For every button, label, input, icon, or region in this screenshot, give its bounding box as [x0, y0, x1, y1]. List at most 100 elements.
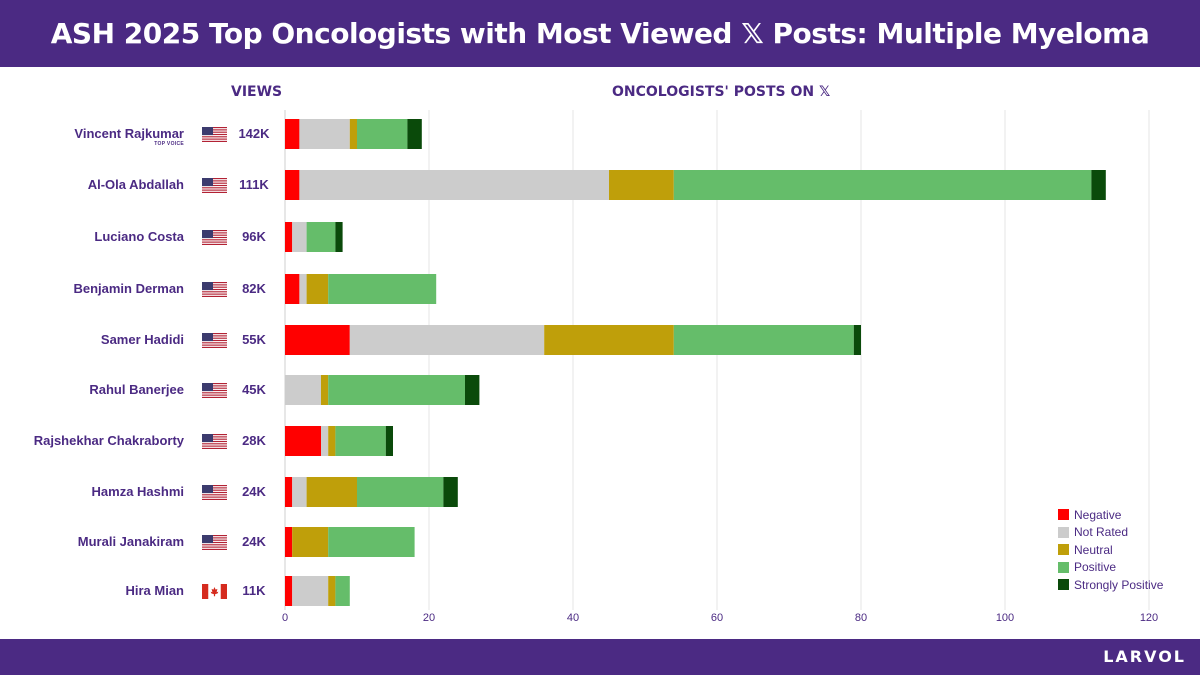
legend-item: Strongly Positive — [1058, 576, 1163, 594]
x-tick-label: 120 — [1140, 612, 1158, 624]
bar-segment-negative — [285, 222, 293, 252]
bar-segment-neutral — [544, 325, 674, 355]
bar-segment-neutral — [306, 477, 357, 507]
bar-segment-positive — [673, 325, 854, 355]
canada-flag-icon — [202, 584, 227, 599]
legend-swatch — [1058, 526, 1069, 538]
bar-segment-strongly-positive — [407, 119, 422, 149]
oncologist-name: Hira Mian — [125, 583, 184, 598]
views-count: 55K — [242, 332, 266, 347]
bar-segment-neutral — [328, 576, 336, 606]
views-column-header: VIEWS — [231, 84, 283, 100]
oncologist-row: Al-Ola Abdallah 111K — [0, 175, 280, 195]
bar-segment-positive — [673, 170, 1092, 200]
top-voice-badge: TOP VOICE — [154, 141, 184, 147]
bar-segment-negative — [285, 119, 300, 149]
bar-segment-strongly-positive — [385, 426, 393, 456]
bar-segment-negative — [285, 426, 321, 456]
bar-segment-negative — [285, 527, 293, 557]
bar-segment-not-rated — [292, 576, 329, 606]
footer-banner: LARVOL — [0, 639, 1200, 675]
oncologist-row: Benjamin Derman 82K — [0, 279, 280, 299]
oncologist-name: Samer Hadidi — [100, 332, 184, 347]
oncologist-row: Hamza Hashmi 24K — [0, 482, 280, 502]
bar-segment-negative — [285, 325, 350, 355]
us-flag-icon — [202, 178, 227, 193]
x-tick-label: 60 — [711, 612, 723, 624]
bar-segment-negative — [285, 576, 293, 606]
oncologist-row: Samer Hadidi 55K — [0, 330, 280, 350]
bar-segment-neutral — [609, 170, 674, 200]
oncologist-name: Murali Janakiram — [77, 534, 184, 549]
legend-item: Not Rated — [1058, 524, 1163, 542]
bar-segment-neutral — [328, 426, 336, 456]
bar-segment-negative — [285, 274, 300, 304]
us-flag-icon — [202, 282, 227, 297]
bar-segment-not-rated — [292, 222, 307, 252]
legend-swatch — [1058, 509, 1069, 521]
views-count: 24K — [242, 534, 266, 549]
us-flag-icon — [202, 230, 227, 245]
oncologist-name: Benjamin Derman — [73, 281, 184, 296]
bar-segment-positive — [328, 274, 437, 304]
oncologist-name: Luciano Costa — [94, 229, 184, 244]
legend-swatch — [1058, 579, 1069, 591]
legend-item: Neutral — [1058, 541, 1163, 559]
bar-segment-neutral — [349, 119, 357, 149]
legend-label: Negative — [1074, 507, 1122, 522]
oncologist-row: Rajshekhar Chakraborty 28K — [0, 431, 280, 451]
posts-column-header: ONCOLOGISTS' POSTS ON 𝕏 — [612, 84, 831, 100]
oncologist-name: Vincent Rajkumar — [74, 126, 184, 141]
oncologist-row: Murali Janakiram 24K — [0, 532, 280, 552]
bar-segment-strongly-positive — [1091, 170, 1106, 200]
x-tick-label: 20 — [423, 612, 435, 624]
legend-label: Positive — [1074, 560, 1117, 575]
oncologist-name: Al-Ola Abdallah — [87, 177, 184, 192]
bar-segment-negative — [285, 170, 300, 200]
legend-swatch — [1058, 561, 1069, 573]
bar-segment-not-rated — [299, 119, 350, 149]
x-tick-label: 0 — [282, 612, 288, 624]
bar-segment-positive — [328, 527, 415, 557]
views-count: 142K — [238, 126, 270, 141]
bar-segment-neutral — [306, 274, 329, 304]
views-count: 111K — [239, 177, 269, 192]
us-flag-icon — [202, 333, 227, 348]
us-flag-icon — [202, 434, 227, 449]
legend-label: Strongly Positive — [1074, 577, 1164, 592]
chart-legend: Negative Not Rated Neutral Positive Strongly… — [1058, 506, 1163, 594]
legend-label: Not Rated — [1074, 525, 1129, 540]
bar-segment-positive — [306, 222, 336, 252]
legend-label: Neutral — [1074, 542, 1113, 557]
us-flag-icon — [202, 383, 227, 398]
oncologist-row: Luciano Costa 96K — [0, 227, 280, 247]
bar-segment-positive — [335, 576, 350, 606]
oncologist-row: Hira Mian 11K — [0, 581, 280, 601]
bar-segment-neutral — [321, 375, 329, 405]
legend-item: Positive — [1058, 559, 1163, 577]
views-count: 45K — [242, 382, 266, 397]
oncologist-name: Rahul Banerjee — [89, 382, 184, 397]
header-banner: ASH 2025 Top Oncologists with Most Viewe… — [0, 0, 1200, 67]
bar-segment-not-rated — [349, 325, 545, 355]
oncologist-name: Hamza Hashmi — [91, 484, 184, 499]
bar-segment-not-rated — [321, 426, 329, 456]
bar-segment-strongly-positive — [335, 222, 343, 252]
bar-segment-neutral — [292, 527, 329, 557]
views-count: 28K — [242, 433, 266, 448]
bar-segment-negative — [285, 477, 293, 507]
x-tick-label: 40 — [567, 612, 579, 624]
bar-segment-strongly-positive — [443, 477, 458, 507]
views-count: 82K — [242, 281, 266, 296]
us-flag-icon — [202, 127, 227, 142]
bar-segment-not-rated — [299, 274, 307, 304]
oncologist-name: Rajshekhar Chakraborty — [33, 433, 184, 448]
x-tick-label: 80 — [855, 612, 867, 624]
legend-item: Negative — [1058, 506, 1163, 524]
oncologist-row: Rahul Banerjee 45K — [0, 380, 280, 400]
bar-segment-positive — [335, 426, 386, 456]
bar-segment-not-rated — [299, 170, 609, 200]
bar-segment-not-rated — [292, 477, 307, 507]
page-title: ASH 2025 Top Oncologists with Most Viewe… — [50, 17, 1150, 50]
us-flag-icon — [202, 485, 227, 500]
